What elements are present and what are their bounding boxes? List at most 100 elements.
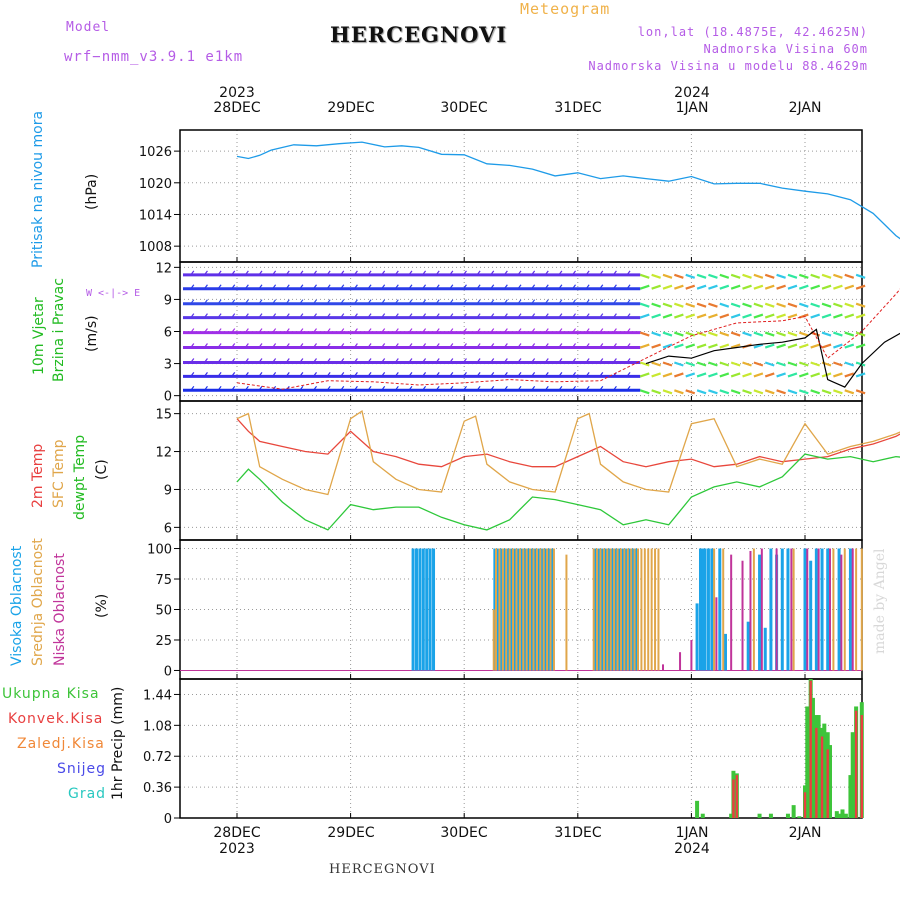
wind-barb [394, 343, 399, 348]
wind-barb [639, 343, 650, 349]
wind-barb [272, 372, 277, 377]
page-title: HERCEGNOVI [330, 22, 508, 47]
wind-barb [340, 328, 345, 333]
cloud-bar-mid [498, 548, 501, 671]
wind-barb [572, 313, 577, 318]
cloud-bar-high [746, 621, 750, 671]
wind-barb [449, 358, 454, 363]
wind-barb [408, 270, 413, 276]
precip-bar-conv [854, 710, 858, 818]
cloud-bar-high [634, 548, 638, 671]
cloud-bar-mid [546, 548, 549, 671]
model-altitude-info: Nadmorska Visina u modelu 88.4629m [588, 59, 868, 73]
temp-dewpt-line [236, 453, 900, 531]
wind-barb [639, 284, 650, 290]
y-tick-label: 0.72 [143, 750, 172, 765]
wind-barb [299, 372, 304, 377]
wind-barb [810, 389, 821, 395]
wind-barb [517, 328, 522, 333]
wind-barb [340, 284, 345, 290]
wind-barb [730, 302, 741, 308]
cloud-bar-high [723, 633, 727, 671]
wind-barb [340, 385, 345, 391]
wind-barb [810, 273, 821, 279]
wind-barb [353, 284, 358, 290]
wind-barb [258, 299, 263, 305]
wind-barb [531, 313, 536, 318]
wind-barb [285, 343, 290, 348]
wind-barb [730, 331, 741, 337]
wind-barb [517, 270, 522, 276]
precip-bar-conv [809, 680, 812, 818]
wind-barb [626, 343, 631, 348]
y-tick-label: 0 [164, 390, 172, 405]
wind-barb [764, 361, 775, 367]
cloud-bar-high [593, 548, 597, 671]
wind-barb [190, 270, 195, 276]
wind-barb [244, 328, 249, 333]
precip-bar-conv [815, 727, 818, 818]
panel-1: 1008 1014 1020 1026 [139, 129, 863, 263]
precip-bar-total [700, 813, 705, 818]
wind-barb [367, 313, 372, 318]
wind-barb [203, 270, 208, 276]
wind-barb [787, 372, 798, 378]
wind-barb [844, 313, 855, 319]
wind-barb [340, 313, 345, 318]
wind-barb [462, 284, 467, 290]
wind-barb [408, 299, 413, 305]
wind-barb [626, 358, 631, 363]
wind-barb [626, 299, 631, 305]
cloud-bar-mid [599, 548, 602, 671]
y-tick-label: 1020 [139, 177, 172, 192]
wind-barb [462, 328, 467, 333]
wind-barb [476, 299, 481, 305]
wind-barb [833, 284, 843, 290]
wind-barb [503, 328, 508, 333]
wind-barb [408, 358, 413, 363]
cloud-bar-high [718, 548, 722, 671]
wind-barb [435, 358, 440, 363]
wind-barb [558, 358, 563, 363]
wind-barb [776, 302, 786, 308]
wind-barb [844, 343, 855, 349]
wind-barb [544, 358, 549, 363]
altitude-info: Nadmorska Visina 60m [703, 42, 868, 56]
top-day-label: 29DEC [327, 100, 375, 116]
wind-barb [490, 270, 495, 276]
wind-barb [435, 343, 440, 348]
wind-barb [394, 372, 399, 377]
wind-barb [776, 343, 786, 349]
precip-bar-total [850, 732, 855, 818]
y-tick-label: 100 [147, 543, 172, 558]
cloud-bar-mid [855, 548, 858, 671]
cloud-bar-mid [602, 548, 605, 671]
wind-barb [531, 372, 536, 377]
wind-barb [517, 372, 522, 377]
wind-barb [662, 372, 673, 378]
wind-barb [326, 284, 331, 290]
wind-barb [313, 343, 317, 348]
cloud-bar-mid [643, 548, 646, 671]
wind-barb [326, 372, 331, 377]
precip-legend-snow: Snijeg [57, 761, 107, 777]
cloud-bar-high [537, 548, 541, 671]
wind-barb [244, 372, 249, 377]
wind-barb [662, 343, 673, 349]
wind-barb [626, 284, 631, 290]
precip-bar-conv [820, 736, 824, 818]
wind-barb [696, 302, 707, 308]
wind-barb [798, 331, 809, 337]
wind-barb [531, 343, 536, 348]
wind-barb [821, 302, 832, 308]
wind-barb [313, 358, 317, 363]
wind-barb [685, 284, 696, 290]
precip-bar-total [834, 811, 839, 818]
wind-barb [462, 358, 467, 363]
wind-barb [787, 273, 798, 279]
wind-barb [719, 372, 730, 378]
wind-barb [299, 299, 304, 305]
precip-bar-conv [803, 792, 807, 818]
precip-legend-hail: Grad [68, 786, 107, 802]
wind-barb [244, 343, 249, 348]
